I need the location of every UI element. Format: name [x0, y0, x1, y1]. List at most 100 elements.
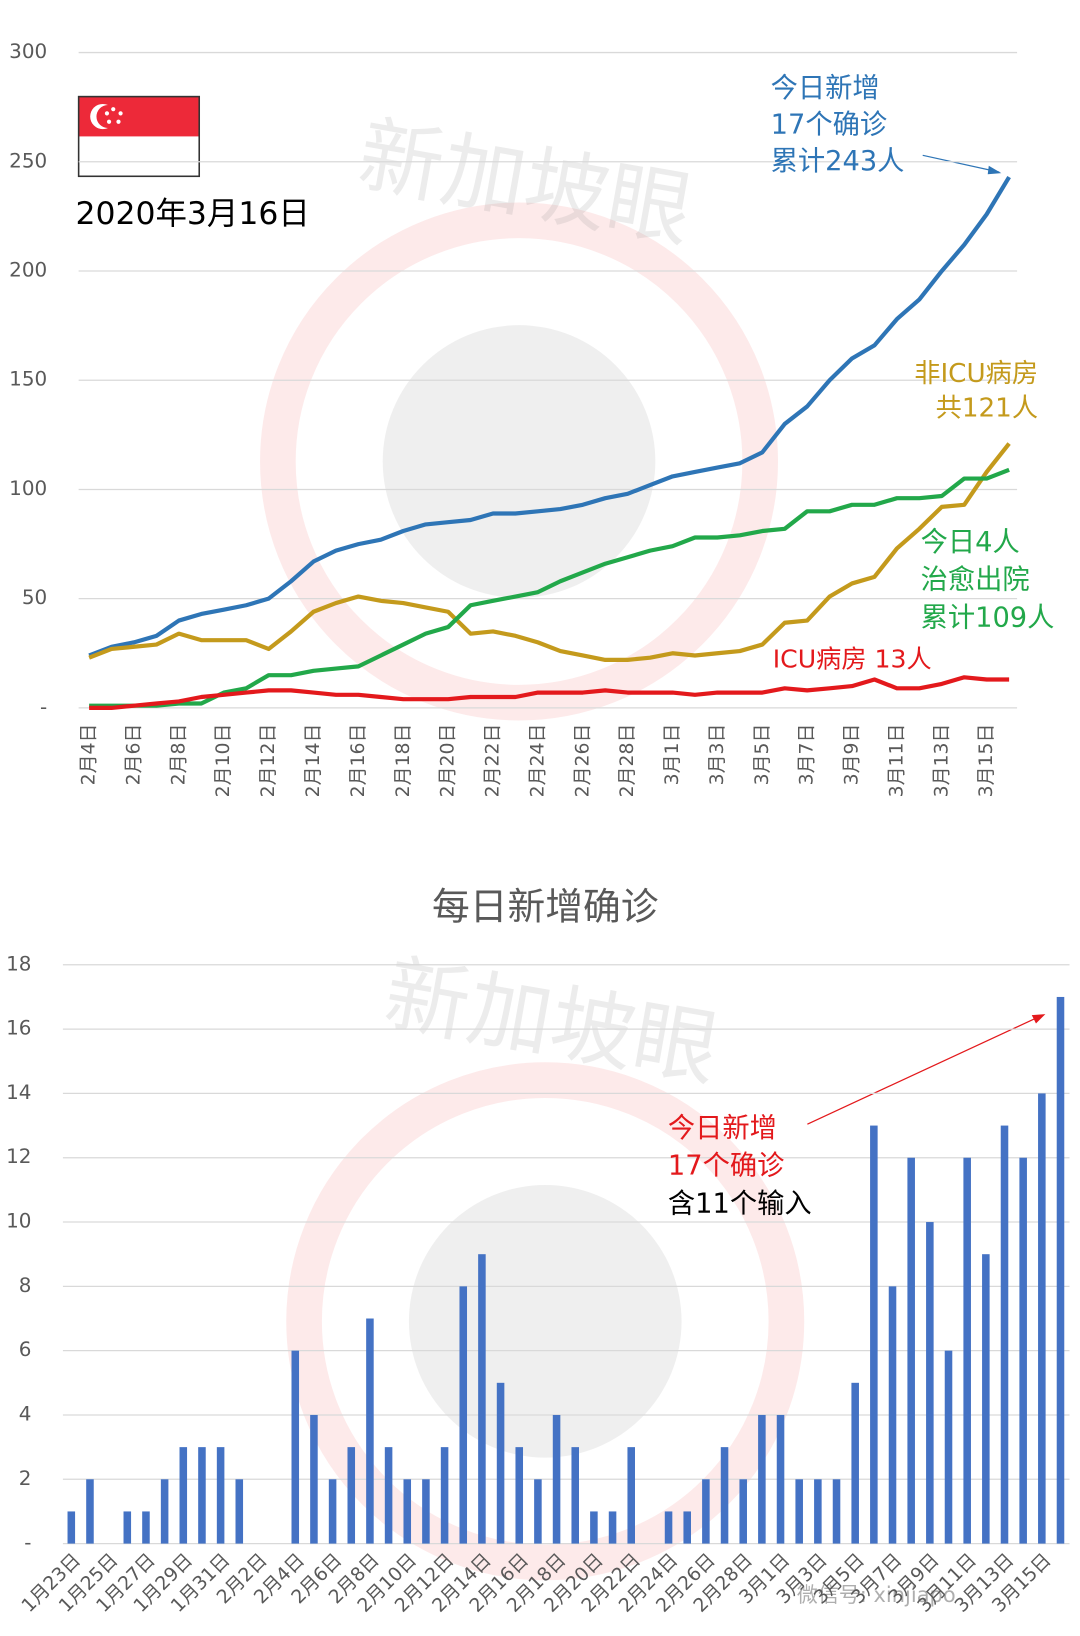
x-tick-label: 2月6日 [123, 724, 145, 786]
arrow-head [987, 165, 1002, 175]
annotation: 今日新增 [668, 1113, 777, 1144]
annotation-arrow [807, 1016, 1039, 1125]
x-tick-label: 3月7日 [796, 724, 818, 786]
bar [758, 1414, 766, 1544]
bar [720, 1447, 729, 1544]
bar [739, 1479, 747, 1544]
annotation-arrow [922, 154, 1000, 173]
bar [571, 1447, 580, 1544]
y-tick-label: 6 [19, 1338, 32, 1361]
bar [347, 1447, 356, 1544]
y-tick-label: 12 [6, 1145, 31, 1168]
x-tick-label: 3月1日 [661, 724, 683, 786]
bar [291, 1350, 300, 1544]
bar [795, 1479, 803, 1544]
x-tick-label: 3月15日 [975, 724, 997, 798]
annotation: 共121人 [936, 394, 1038, 424]
x-tick-label: 3月3日 [706, 724, 728, 786]
y-tick-label: 14 [6, 1081, 31, 1104]
x-tick-label: 3月13日 [930, 724, 952, 798]
x-tick-label: 2月26日 [571, 724, 593, 798]
flag [77, 95, 201, 178]
bar [1000, 1125, 1009, 1544]
bar [310, 1414, 318, 1544]
x-tick-label: 2月20日 [437, 724, 459, 798]
x-tick-label: 2月4日 [78, 724, 100, 786]
annotation: 17个确诊 [771, 109, 887, 140]
bar [328, 1479, 337, 1544]
bar [235, 1479, 244, 1544]
x-tick-label: 3月11日 [885, 724, 907, 798]
bar [664, 1511, 673, 1544]
watermark-decor [260, 202, 805, 1581]
x-tick-label: 2月14日 [302, 724, 324, 798]
x-tick-label: 3月9日 [841, 724, 863, 786]
arrow-head [1031, 1014, 1046, 1024]
series-line [88, 442, 1011, 662]
x-tick-label: 2月12日 [257, 724, 279, 798]
y-tick-label: 200 [9, 259, 47, 282]
bar [944, 1350, 953, 1544]
bar [515, 1447, 524, 1544]
annotation: ICU病房 13人 [773, 645, 932, 674]
bar [982, 1254, 990, 1544]
bar [366, 1318, 374, 1544]
bar [123, 1511, 132, 1544]
y-tick-label: - [24, 1531, 31, 1554]
bar [926, 1222, 934, 1544]
date-label: 2020年3月16日 [75, 196, 309, 232]
bar [1056, 996, 1065, 1544]
bar [179, 1447, 188, 1544]
annotation: 今日4人 [921, 527, 1020, 558]
series-line [89, 675, 1010, 711]
bar [552, 1414, 561, 1544]
bar [1019, 1157, 1027, 1544]
bar [384, 1447, 393, 1544]
bar [216, 1447, 225, 1544]
bar [422, 1479, 430, 1544]
x-tick-label: 2月8日 [167, 724, 189, 786]
annotation: 累计243人 [771, 146, 905, 177]
bar [776, 1414, 785, 1544]
annotation: 17个确诊 [668, 1151, 784, 1182]
bar [870, 1125, 878, 1544]
annotation: 治愈出院 [921, 565, 1030, 596]
bar [627, 1447, 635, 1544]
bar [67, 1511, 76, 1544]
bar [198, 1447, 206, 1544]
bar [907, 1157, 915, 1544]
y-tick-label: 100 [9, 477, 47, 500]
y-tick-label: 4 [19, 1402, 32, 1425]
y-tick-label: 10 [6, 1210, 31, 1233]
bar [702, 1479, 710, 1544]
bar [160, 1479, 169, 1544]
bar [1038, 1093, 1046, 1544]
y-tick-label: - [40, 695, 47, 718]
x-tick-label: 2月22日 [482, 724, 504, 798]
y-tick-label: 2 [19, 1467, 32, 1490]
bar [963, 1157, 971, 1544]
x-tick-label: 2月18日 [392, 724, 414, 798]
bar [832, 1479, 841, 1544]
annotation: 非ICU病房 [914, 359, 1038, 389]
x-tick-label: 2月28日 [616, 724, 638, 798]
bar [459, 1286, 468, 1544]
y-tick-label: 50 [22, 586, 47, 609]
y-tick-label: 18 [6, 952, 31, 975]
footer-mark: 微信号: xinjiapo [797, 1583, 956, 1607]
chart-title: 每日新增确诊 [432, 885, 659, 929]
bar [888, 1286, 897, 1544]
x-tick-label: 2月16日 [347, 724, 369, 798]
bar [683, 1511, 691, 1544]
bar [814, 1479, 822, 1544]
y-tick-label: 16 [6, 1017, 31, 1040]
annotation: 含11个输入 [668, 1188, 812, 1219]
y-tick-label: 8 [19, 1274, 32, 1297]
annotation: 累计109人 [921, 602, 1055, 633]
bar [86, 1479, 94, 1544]
bar [403, 1479, 412, 1544]
y-tick-label: 150 [9, 368, 47, 391]
series-line [89, 467, 1010, 708]
